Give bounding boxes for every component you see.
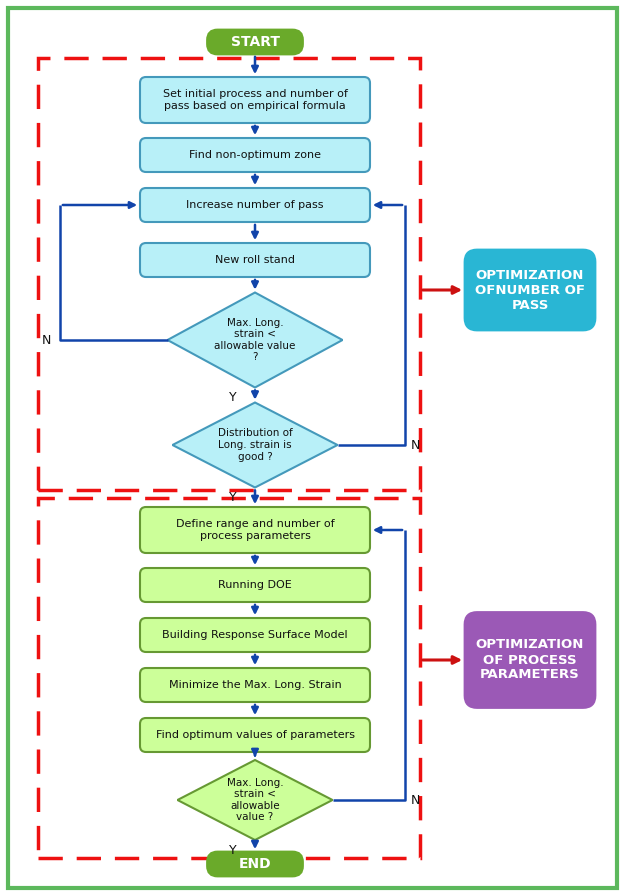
Text: OPTIMIZATION
OF PROCESS
PARAMETERS: OPTIMIZATION OF PROCESS PARAMETERS	[476, 639, 584, 682]
Bar	[38, 498, 420, 858]
Text: N: N	[411, 438, 420, 452]
Text: Define range and number of
process parameters: Define range and number of process param…	[176, 519, 334, 541]
Text: Max. Long.
strain <
allowable value
?: Max. Long. strain < allowable value ?	[214, 317, 296, 362]
Polygon shape	[173, 402, 338, 487]
Text: Max. Long.
strain <
allowable
value ?: Max. Long. strain < allowable value ?	[227, 778, 283, 823]
Text: N: N	[411, 794, 420, 806]
FancyBboxPatch shape	[208, 852, 302, 876]
FancyBboxPatch shape	[140, 718, 370, 752]
Text: Set initial process and number of
pass based on empirical formula: Set initial process and number of pass b…	[162, 90, 348, 111]
FancyBboxPatch shape	[140, 618, 370, 652]
Text: Find non-optimum zone: Find non-optimum zone	[189, 150, 321, 160]
FancyBboxPatch shape	[140, 138, 370, 172]
FancyBboxPatch shape	[140, 243, 370, 277]
FancyBboxPatch shape	[140, 77, 370, 123]
FancyBboxPatch shape	[140, 668, 370, 702]
Text: Building Response Surface Model: Building Response Surface Model	[162, 630, 348, 640]
Text: OPTIMIZATION
OFNUMBER OF
PASS: OPTIMIZATION OFNUMBER OF PASS	[475, 269, 585, 312]
FancyBboxPatch shape	[465, 613, 595, 708]
Text: Running DOE: Running DOE	[218, 580, 292, 590]
FancyBboxPatch shape	[140, 568, 370, 602]
Text: Y: Y	[229, 843, 237, 857]
Text: START: START	[231, 35, 279, 49]
FancyBboxPatch shape	[208, 30, 302, 54]
Text: END: END	[239, 857, 271, 871]
Polygon shape	[168, 292, 342, 387]
Text: New roll stand: New roll stand	[215, 255, 295, 265]
Text: N: N	[41, 333, 51, 347]
Text: Find optimum values of parameters: Find optimum values of parameters	[156, 730, 354, 740]
FancyBboxPatch shape	[465, 250, 595, 330]
Text: Increase number of pass: Increase number of pass	[186, 200, 324, 210]
Text: Y: Y	[229, 491, 237, 504]
Polygon shape	[177, 760, 332, 840]
FancyBboxPatch shape	[140, 507, 370, 553]
Bar	[38, 58, 420, 490]
Text: Distribution of
Long. strain is
good ?: Distribution of Long. strain is good ?	[217, 428, 292, 461]
FancyBboxPatch shape	[140, 188, 370, 222]
Text: Minimize the Max. Long. Strain: Minimize the Max. Long. Strain	[169, 680, 341, 690]
Text: Y: Y	[229, 391, 237, 404]
